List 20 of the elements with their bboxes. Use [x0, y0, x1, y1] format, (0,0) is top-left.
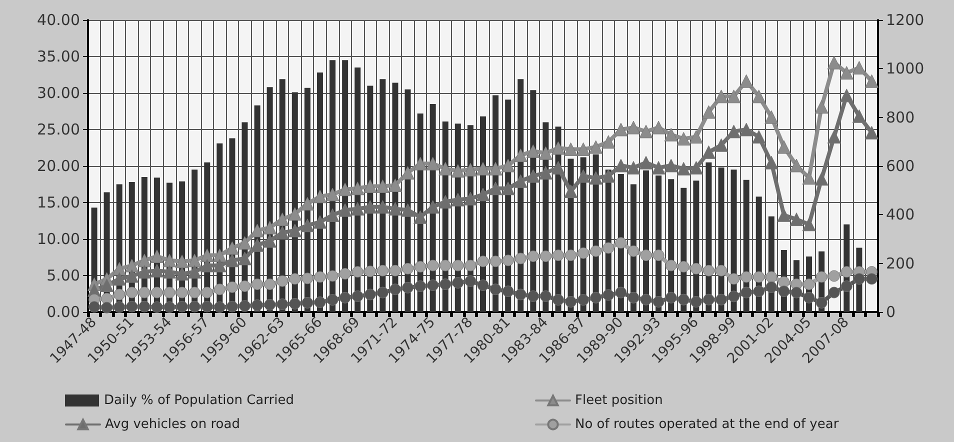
y2-tick-label: 800 — [886, 108, 915, 126]
y2-tick-label: 1200 — [886, 11, 924, 29]
legend-label: Avg vehicles on road — [105, 417, 240, 432]
y-tick-label: 30.00 — [37, 84, 80, 102]
legend-label: Daily % of Population Carried — [104, 393, 294, 408]
y-tick-label: 25.00 — [37, 120, 80, 138]
y2-tick-label: 400 — [886, 206, 915, 224]
y-tick-label: 10.00 — [37, 230, 80, 248]
y2-tick-label: 200 — [886, 254, 915, 272]
y-tick-label: 40.00 — [37, 11, 80, 29]
y2-tick-label: 1000 — [886, 60, 924, 78]
y2-tick-label: 600 — [886, 157, 915, 175]
y-tick-label: 0.00 — [46, 303, 80, 321]
y-tick-label: 15.00 — [37, 194, 80, 212]
y-tick-label: 35.00 — [37, 48, 80, 66]
y-tick-label: 5.00 — [46, 266, 80, 284]
y2-tick-label: 0 — [886, 303, 896, 321]
legend-label: Fleet position — [575, 393, 663, 408]
y-tick-label: 20.00 — [37, 157, 80, 175]
legend-label: No of routes operated at the end of year — [575, 417, 840, 432]
